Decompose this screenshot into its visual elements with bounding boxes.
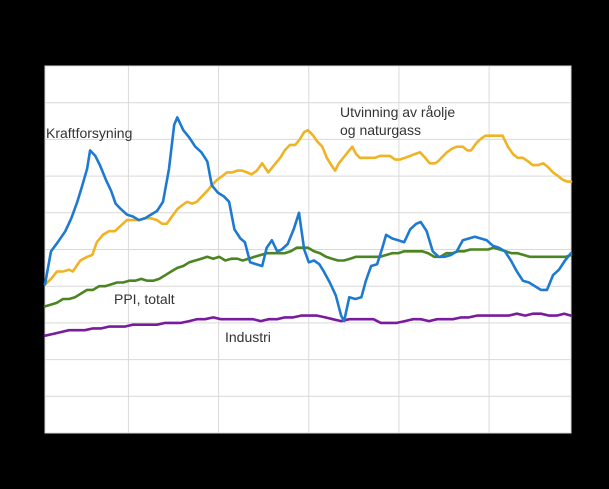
series-label-kraftforsyning: Kraftforsyning xyxy=(46,125,133,141)
series-line-industri xyxy=(43,312,573,338)
series-label-industri: Industri xyxy=(225,329,271,345)
series-line-utvinning-av-r-olje-og-naturgass xyxy=(43,128,573,286)
series-label-utvinning: Utvinning av råolje og naturgass xyxy=(340,104,456,139)
series-line-kraftforsyning xyxy=(43,116,573,323)
series-label-ppi-totalt: PPI, totalt xyxy=(114,291,175,307)
plot-border xyxy=(44,65,572,434)
series-line-ppi-totalt xyxy=(43,246,573,308)
